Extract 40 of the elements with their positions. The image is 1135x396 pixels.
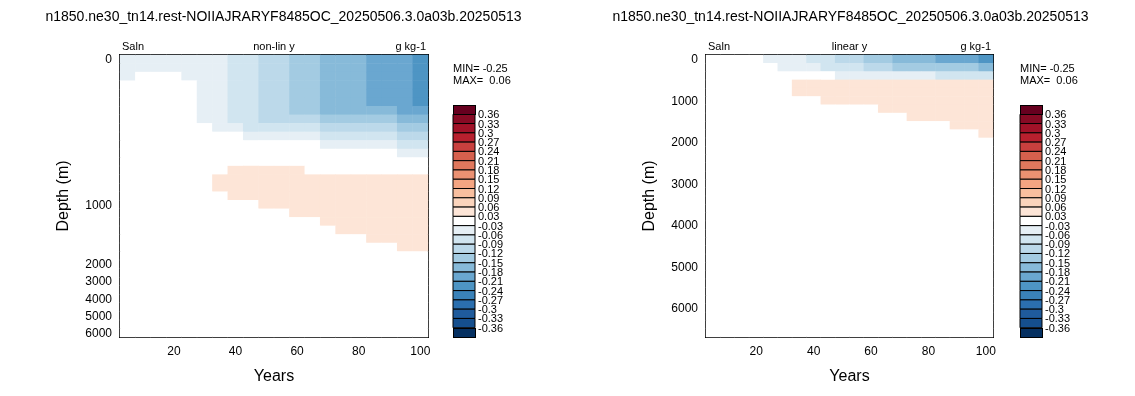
y-tick-label: 1000: [671, 93, 699, 108]
x-tick-label: 60: [290, 344, 305, 358]
text: MIN= -0.25: [1020, 62, 1075, 74]
x-tick-label: 60: [864, 344, 879, 358]
text: Saln: [122, 39, 145, 52]
x-tick-label: 80: [352, 344, 366, 358]
chart-subtitle: non-lin y: [253, 39, 296, 52]
x-tick-label: 20: [749, 344, 764, 358]
text: MAX= 0.06: [453, 74, 511, 86]
y-tick-label: 4000: [671, 218, 699, 233]
y-axis-title: Depth (m): [53, 160, 71, 232]
text: g kg-1: [960, 39, 991, 52]
y-tick-label: 0: [105, 52, 113, 67]
y-tick-label: 3000: [671, 176, 699, 191]
text: Saln: [708, 39, 731, 52]
text: MAX= 0.06: [1020, 74, 1078, 86]
y-tick-label: 5000: [85, 308, 113, 323]
x-tick-label: 20: [167, 344, 181, 358]
y-tick-label: 1000: [85, 197, 113, 212]
text: MIN= -0.25: [453, 62, 508, 74]
x-tick-label: 100: [975, 344, 997, 358]
x-tick-label: 40: [806, 344, 821, 358]
y-tick-label: 0: [691, 52, 699, 67]
x-tick-label: 40: [228, 344, 243, 358]
y-tick-label: 3000: [85, 274, 113, 289]
y-tick-label: 2000: [671, 135, 699, 150]
y-tick-label: 6000: [85, 325, 113, 340]
x-axis-title: Years: [829, 366, 870, 384]
x-axis-title: Years: [253, 366, 295, 384]
chart-title: n1850.ne30_tn14.rest-NOIIAJRARYF8485OC_20250506.3.0a03b.20250513: [612, 8, 1089, 24]
y-tick-label: 5000: [671, 259, 699, 274]
x-tick-label: 80: [921, 344, 936, 358]
y-tick-label: 6000: [671, 300, 699, 315]
y-tick-label: 4000: [85, 291, 113, 306]
y-axis-title: Depth (m): [639, 160, 657, 232]
chart-subtitle: linear y: [831, 39, 868, 52]
x-tick-label: 100: [410, 344, 431, 358]
chart-title: n1850.ne30_tn14.rest-NOIIAJRARYF8485OC_20250506.3.0a03b.20250513: [45, 8, 522, 24]
y-tick-label: 2000: [85, 257, 113, 272]
text: g kg-1: [395, 39, 426, 52]
